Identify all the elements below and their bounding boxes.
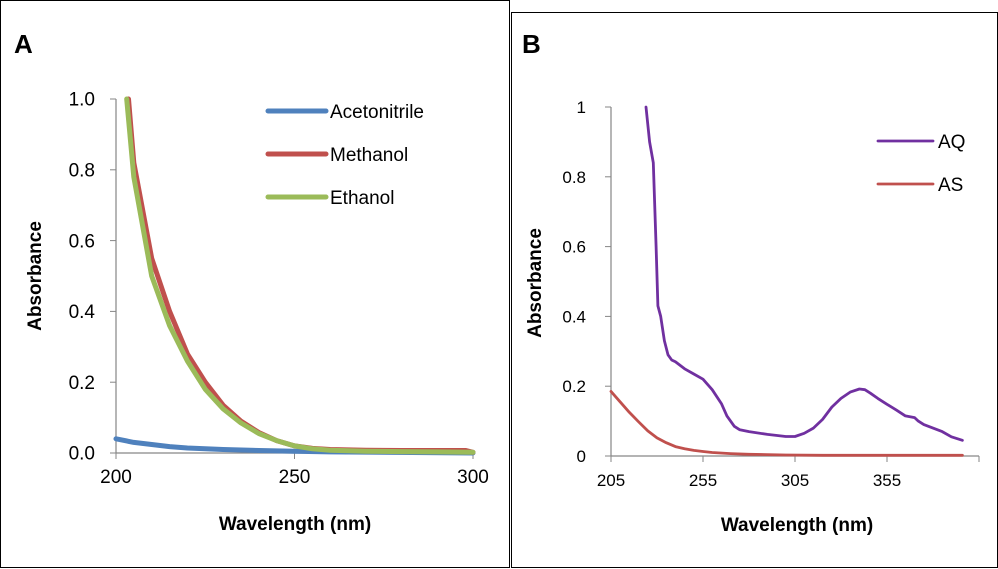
panel-a-series-acetonitrile-line (113, 436, 476, 456)
panel-b-series-as-line (609, 389, 964, 457)
panel-a-legend-label-ethanol: Ethanol (330, 188, 394, 209)
panel-a-x-tick-label: 300 (457, 467, 489, 488)
panel-a-y-tick-label: 1.0 (69, 90, 95, 111)
panel-a-y-tick-label: 0.8 (69, 160, 95, 181)
panel-b-chart: B 0 0.2 0.4 0.6 0.8 1 205 255 305 355 AQ AS Wavelen… (511, 12, 998, 568)
panel-a-chart: A 0.0 0.2 0.4 0.6 0.8 1.0 200 250 300 Acetonitril… (0, 0, 510, 568)
panel-a-y-tick-label: 0.2 (69, 373, 95, 394)
panel-b-x-tick-label: 255 (689, 471, 717, 490)
panel-a-legend-label-acetonitrile: Acetonitrile (330, 102, 424, 123)
panel-a-y-tick-label: 0.0 (69, 444, 95, 465)
panel-b-y-axis-title: Absorbance (525, 228, 546, 338)
panel-b-y-tick-label: 0.6 (562, 238, 586, 257)
panel-a-x-axis-title: Wavelength (nm) (219, 514, 371, 535)
panel-b-legend-label-as: AS (938, 175, 963, 196)
panel-b-y-tick-label: 1 (577, 98, 586, 117)
panel-b-x-tick-label: 205 (597, 471, 625, 490)
panel-a-legend-label-methanol: Methanol (330, 145, 408, 166)
panel-a-x-tick-label: 250 (279, 467, 311, 488)
panel-a-x-tick-label: 200 (100, 467, 132, 488)
panel-b-y-tick-label: 0.4 (562, 307, 586, 326)
panel-a-plot-area: 0.0 0.2 0.4 0.6 0.8 1.0 200 250 300 Acetonitrile M… (69, 90, 489, 488)
panel-b-x-axis-title: Wavelength (nm) (721, 515, 873, 536)
panel-b-x-tick-label: 305 (781, 471, 809, 490)
panel-a-series-ethanol-line (124, 96, 476, 455)
panel-b-series-aq-line (644, 105, 964, 442)
panel-b-plot-area: 0 0.2 0.4 0.6 0.8 1 205 255 305 355 AQ AS (562, 98, 980, 490)
panel-b-legend-label-aq: AQ (938, 132, 965, 153)
panel-a-y-tick-label: 0.4 (69, 302, 96, 323)
panel-b-y-tick-label: 0.8 (562, 168, 586, 187)
panel-a-y-tick-label: 0.6 (69, 231, 95, 252)
panel-a-label: A (14, 29, 33, 59)
panel-b-x-tick-label: 355 (873, 471, 901, 490)
panel-a-frame (0, 0, 510, 568)
panel-b-y-tick-label: 0.2 (562, 377, 586, 396)
panel-b-frame (511, 12, 998, 568)
panel-b-y-tick-label: 0 (577, 447, 586, 466)
panel-b-label: B (522, 29, 541, 59)
panel-a-y-axis-title: Absorbance (25, 221, 46, 331)
